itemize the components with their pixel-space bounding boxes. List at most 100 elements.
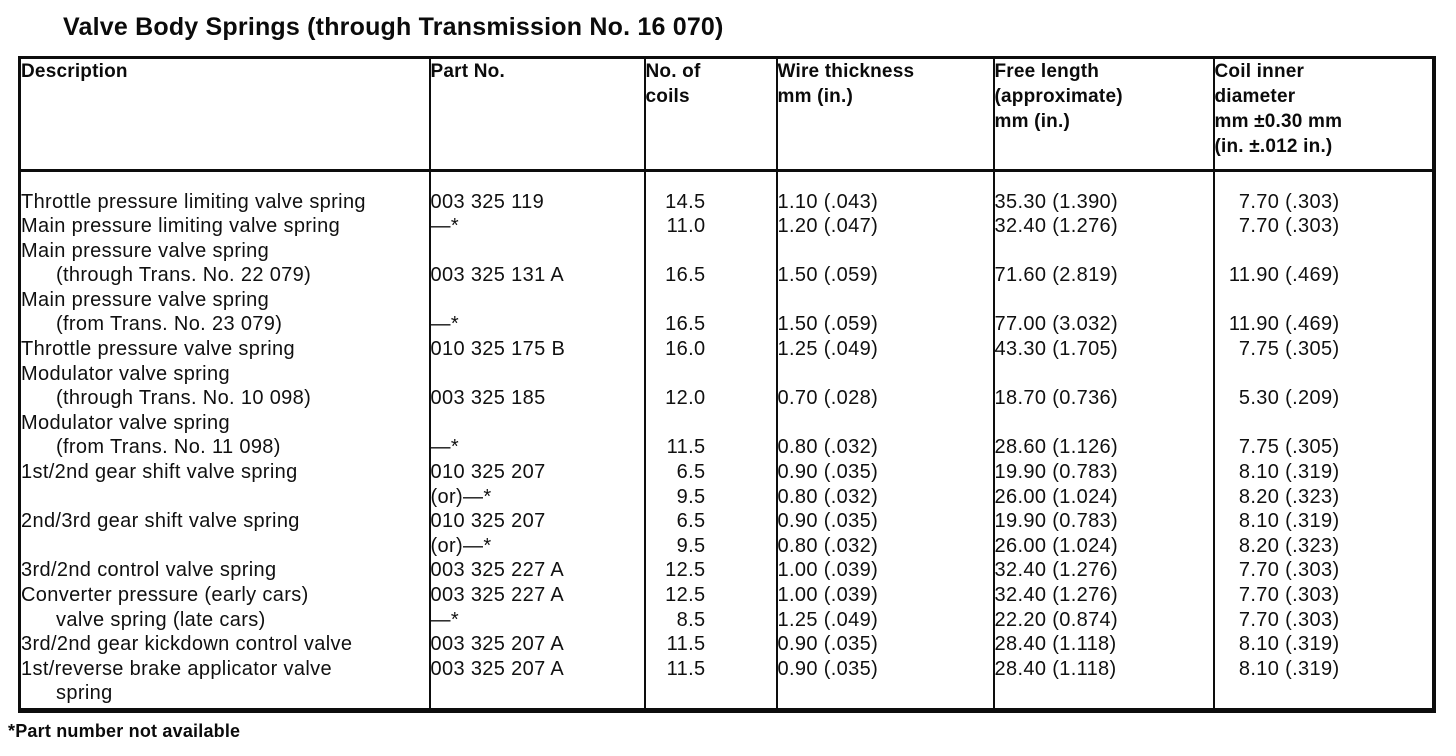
table-row: Converter pressure (early cars) 003 325 … [20, 583, 1434, 608]
coils-value: 16.0 [665, 338, 706, 361]
cell-no-of-coils: 11.5 [643, 632, 777, 657]
cell-free-length [992, 287, 1214, 313]
header-part-no: Part No. [428, 57, 645, 172]
table-row: (from Trans. No. 11 098) —* 11.5 0.80 (.… [20, 435, 1434, 461]
cell-part-no: 003 325 131 A [428, 263, 645, 288]
cell-part-no: —* [428, 312, 645, 338]
cell-no-of-coils: 12.0 [643, 386, 777, 411]
description-text: 1st/reverse brake applicator valve [21, 657, 332, 680]
cell-part-no: —* [428, 214, 645, 239]
cell-no-of-coils: 8.5 [643, 607, 777, 633]
cell-coil-inner-diameter: 7.70 (.303) [1212, 607, 1434, 633]
header-description: Description [19, 57, 430, 172]
cell-coil-inner-diameter: 7.75 (.305) [1212, 337, 1434, 362]
cell-description: (through Trans. No. 10 098) [20, 386, 430, 411]
coil-inner-diameter-value: 8.10 (.319) [1238, 657, 1340, 680]
cell-part-no: 003 325 207 A [428, 656, 645, 682]
table-row: Main pressure valve spring [20, 238, 1434, 264]
cell-coil-inner-diameter: 8.10 (.319) [1212, 632, 1434, 657]
cell-wire-thickness: 1.10 (.043) [775, 189, 994, 215]
cell-no-of-coils: 11.0 [643, 214, 777, 239]
cell-wire-thickness: 0.90 (.035) [775, 509, 994, 534]
cell-description: Modulator valve spring [20, 362, 430, 387]
coil-inner-diameter-value: 7.70 (.303) [1238, 215, 1340, 238]
cell-coil-inner-diameter: 7.70 (.303) [1212, 558, 1434, 583]
table-row: (from Trans. No. 23 079) —* 16.5 1.50 (.… [20, 312, 1434, 338]
cell-coil-inner-diameter: 8.20 (.323) [1212, 533, 1434, 559]
coils-value: 12.5 [665, 584, 706, 606]
cell-part-no: 003 325 227 A [428, 558, 645, 583]
description-text: Main pressure valve spring [21, 239, 270, 262]
cell-description: 1st/2nd gear shift valve spring [20, 460, 430, 485]
coil-inner-diameter-value: 11.90 (.469) [1228, 313, 1340, 336]
cell-wire-thickness: 0.80 (.032) [775, 435, 994, 461]
cell-free-length: 22.20 (0.874) [992, 607, 1214, 633]
cell-part-no: 010 325 207 [428, 460, 645, 485]
cell-description: 1st/reverse brake applicator valve [20, 657, 430, 682]
cell-wire-thickness: 1.00 (.039) [775, 558, 994, 583]
coils-value: 6.5 [676, 461, 706, 484]
cell-part-no: 003 325 207 A [428, 632, 645, 657]
cell-free-length: 35.30 (1.390) [992, 189, 1214, 215]
document-page: Valve Body Springs (through Transmission… [0, 13, 1456, 756]
cell-no-of-coils: 14.5 [643, 189, 777, 215]
cell-wire-thickness [775, 681, 994, 706]
cell-description: Converter pressure (early cars) [20, 583, 430, 608]
cell-coil-inner-diameter: 8.20 (.323) [1212, 484, 1434, 510]
cell-description: (from Trans. No. 23 079) [20, 312, 430, 337]
cell-free-length: 32.40 (1.276) [992, 214, 1214, 239]
table-row: 3rd/2nd gear kickdown control valve 003 … [20, 632, 1434, 657]
cell-wire-thickness: 1.25 (.049) [775, 337, 994, 362]
table-row: (or)—* 9.5 0.80 (.032) 26.00 (1.024) 8.2… [20, 533, 1434, 559]
cell-no-of-coils [643, 361, 777, 387]
cell-free-length: 28.40 (1.118) [992, 632, 1214, 657]
cell-coil-inner-diameter: 7.75 (.305) [1212, 435, 1434, 461]
coils-value: 9.5 [676, 534, 706, 557]
cell-free-length: 18.70 (0.736) [992, 386, 1214, 411]
description-text: (through Trans. No. 10 098) [56, 387, 312, 410]
cell-no-of-coils: 12.5 [643, 583, 777, 608]
coil-inner-diameter-value: 8.10 (.319) [1238, 633, 1340, 656]
cell-description: valve spring (late cars) [20, 608, 430, 633]
coil-inner-diameter-value: 11.90 (.469) [1228, 264, 1340, 287]
coil-inner-diameter-value: 8.20 (.323) [1238, 534, 1340, 557]
description-text: 3rd/2nd control valve spring [21, 559, 277, 582]
description-text: Modulator valve spring [21, 411, 230, 434]
description-text: Converter pressure (early cars) [21, 584, 309, 606]
description-text: 2nd/3rd gear shift valve spring [21, 510, 300, 533]
table-row: (through Trans. No. 10 098) 003 325 185 … [20, 386, 1434, 411]
cell-free-length: 19.90 (0.783) [992, 460, 1214, 485]
cell-part-no [428, 681, 645, 706]
cell-part-no: 003 325 227 A [428, 583, 645, 608]
spacer-row [20, 170, 1434, 190]
description-text: Main pressure limiting valve spring [21, 215, 341, 238]
cell-description: 3rd/2nd gear kickdown control valve [20, 632, 430, 657]
cell-no-of-coils: 6.5 [643, 509, 777, 534]
coil-inner-diameter-value: 5.30 (.209) [1238, 387, 1340, 410]
cell-wire-thickness: 0.90 (.035) [775, 656, 994, 682]
description-text: Main pressure valve spring [21, 288, 270, 311]
cell-coil-inner-diameter [1212, 681, 1434, 706]
cell-description: spring [20, 681, 430, 706]
coil-inner-diameter-value: 7.70 (.303) [1238, 584, 1340, 606]
page-title: Valve Body Springs (through Transmission… [63, 13, 724, 41]
cell-coil-inner-diameter [1212, 361, 1434, 387]
coils-value: 14.5 [665, 190, 706, 213]
cell-coil-inner-diameter: 7.70 (.303) [1212, 583, 1434, 608]
table-row: (through Trans. No. 22 079) 003 325 131 … [20, 263, 1434, 288]
coil-inner-diameter-value: 8.20 (.323) [1238, 485, 1340, 508]
valve-body-springs-table: Description Part No. No. of coils Wire t… [18, 56, 1436, 714]
cell-wire-thickness: 1.00 (.039) [775, 583, 994, 608]
coil-inner-diameter-value: 7.70 (.303) [1238, 608, 1340, 631]
cell-free-length: 43.30 (1.705) [992, 337, 1214, 362]
cell-no-of-coils [643, 681, 777, 706]
cell-free-length: 28.40 (1.118) [992, 656, 1214, 682]
header-coil-inner-diameter: Coil inner diameter mm ±0.30 mm (in. ±.0… [1212, 57, 1434, 172]
cell-part-no: —* [428, 607, 645, 633]
cell-wire-thickness: 0.80 (.032) [775, 484, 994, 510]
cell-no-of-coils: 9.5 [643, 533, 777, 559]
cell-no-of-coils [643, 287, 777, 313]
cell-wire-thickness: 1.25 (.049) [775, 607, 994, 633]
cell-free-length: 77.00 (3.032) [992, 312, 1214, 338]
spacer-row [20, 705, 1434, 711]
